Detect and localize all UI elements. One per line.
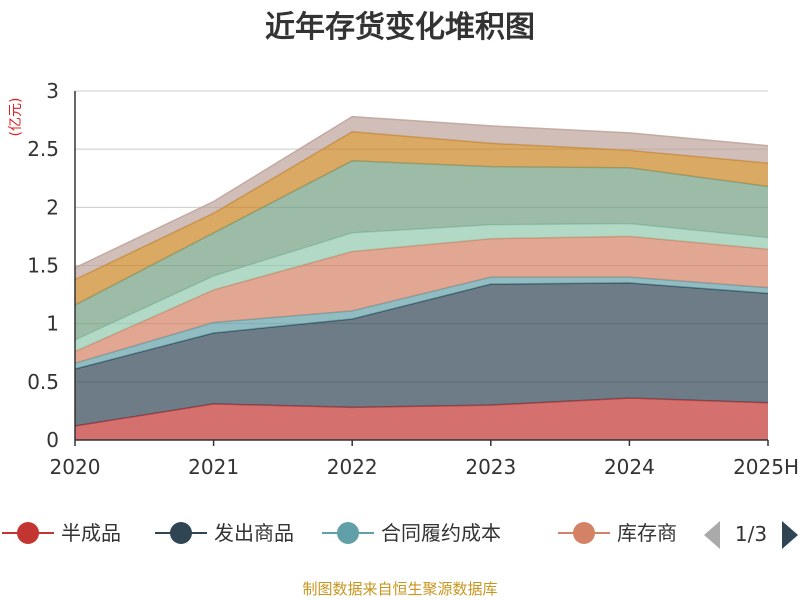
y-tick-label: 1.5: [27, 254, 59, 278]
x-tick-label: 2022: [327, 455, 378, 479]
chart-title: 近年存货变化堆积图: [265, 10, 535, 45]
series-area-7: [75, 131, 768, 306]
series-area-6: [75, 160, 768, 340]
legend-item[interactable]: 合同履约成本: [322, 521, 501, 545]
legend-label: 半成品: [61, 521, 121, 545]
y-tick-label: 1: [46, 312, 59, 336]
series-area-4: [75, 236, 768, 364]
x-tick-label: 2021: [188, 455, 239, 479]
y-tick-label: 3: [46, 79, 59, 103]
series-area-2: [75, 282, 768, 426]
legend-item[interactable]: 发出商品: [155, 521, 294, 545]
legend-next-page-icon[interactable]: [782, 521, 798, 549]
legend-item[interactable]: 库存商: [558, 521, 677, 545]
legend-marker: [170, 522, 192, 544]
x-tick-label: 2024: [604, 455, 655, 479]
legend-label: 合同履约成本: [381, 521, 501, 545]
series-area-5: [75, 223, 768, 352]
legend-item[interactable]: 半成品: [2, 521, 121, 545]
legend-label: 库存商: [617, 521, 677, 545]
legend-marker: [337, 522, 359, 544]
series-line-8: [74, 115, 769, 269]
x-tick-label: 2023: [465, 455, 516, 479]
x-tick-label: 2025H: [733, 455, 799, 479]
legend-page-indicator: 1/3: [735, 522, 767, 546]
y-tick-label: 2.5: [27, 137, 59, 161]
series-area-1: [75, 398, 768, 440]
legend-marker: [573, 522, 595, 544]
y-tick-label: 0.5: [27, 370, 59, 394]
y-tick-label: 0: [46, 428, 59, 452]
legend-prev-page-icon[interactable]: [704, 521, 720, 549]
y-tick-label: 2: [46, 195, 59, 219]
legend-marker: [17, 522, 39, 544]
x-tick-label: 2020: [50, 455, 101, 479]
source-note: 制图数据来自恒生聚源数据库: [302, 580, 497, 598]
y-axis-unit: (亿元): [8, 98, 24, 137]
legend-label: 发出商品: [214, 521, 294, 545]
